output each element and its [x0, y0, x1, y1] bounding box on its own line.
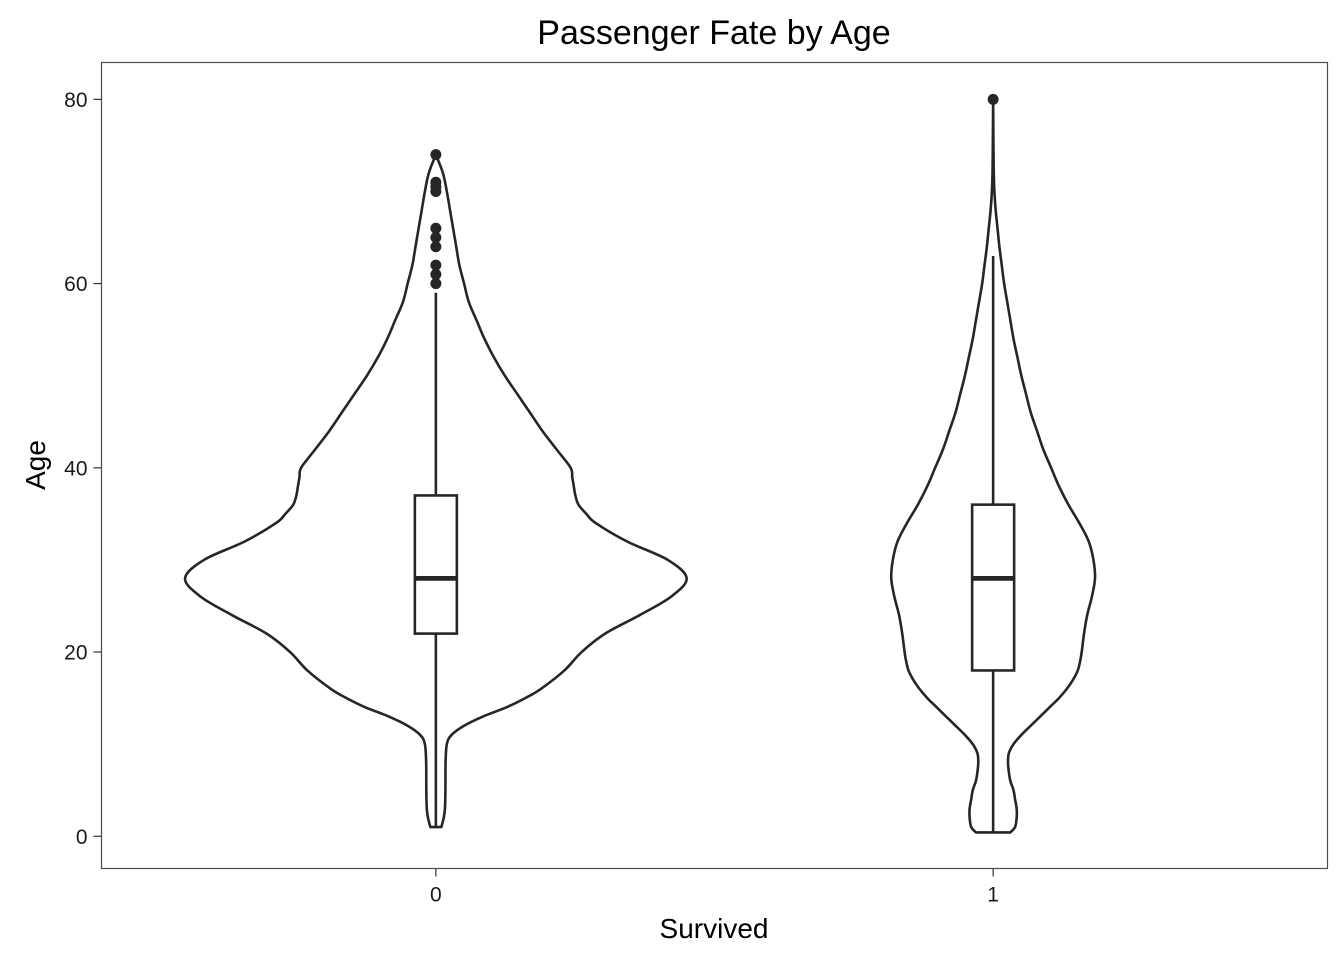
x-axis-title: Survived — [660, 913, 769, 944]
violin-group-0 — [183, 149, 688, 829]
outlier-point — [987, 93, 999, 105]
x-tick-label: 1 — [987, 884, 999, 907]
iqr-box-1 — [970, 503, 1016, 672]
y-tick-label: 20 — [64, 642, 87, 665]
plot-marks — [183, 93, 1097, 834]
outlier-point — [430, 176, 442, 188]
outlier-point — [430, 268, 442, 280]
x-tick-label: 0 — [430, 884, 442, 907]
y-axis: 0 20 40 60 80 — [64, 89, 102, 849]
violin-group-1 — [889, 93, 1097, 834]
y-tick-label: 0 — [76, 826, 88, 849]
plot-panel — [100, 61, 1329, 870]
y-axis-title: Age — [20, 440, 51, 490]
y-tick-label: 60 — [64, 273, 87, 296]
outlier-point — [430, 149, 442, 161]
outlier-point — [430, 259, 442, 271]
y-tick-label: 40 — [64, 457, 87, 480]
outlier-point — [430, 241, 442, 253]
outlier-point — [430, 232, 442, 244]
outlier-point — [430, 278, 442, 290]
iqr-box-0 — [413, 494, 459, 635]
chart-title: Passenger Fate by Age — [537, 14, 890, 52]
outlier-point — [430, 222, 442, 234]
y-tick-label: 80 — [64, 89, 87, 112]
